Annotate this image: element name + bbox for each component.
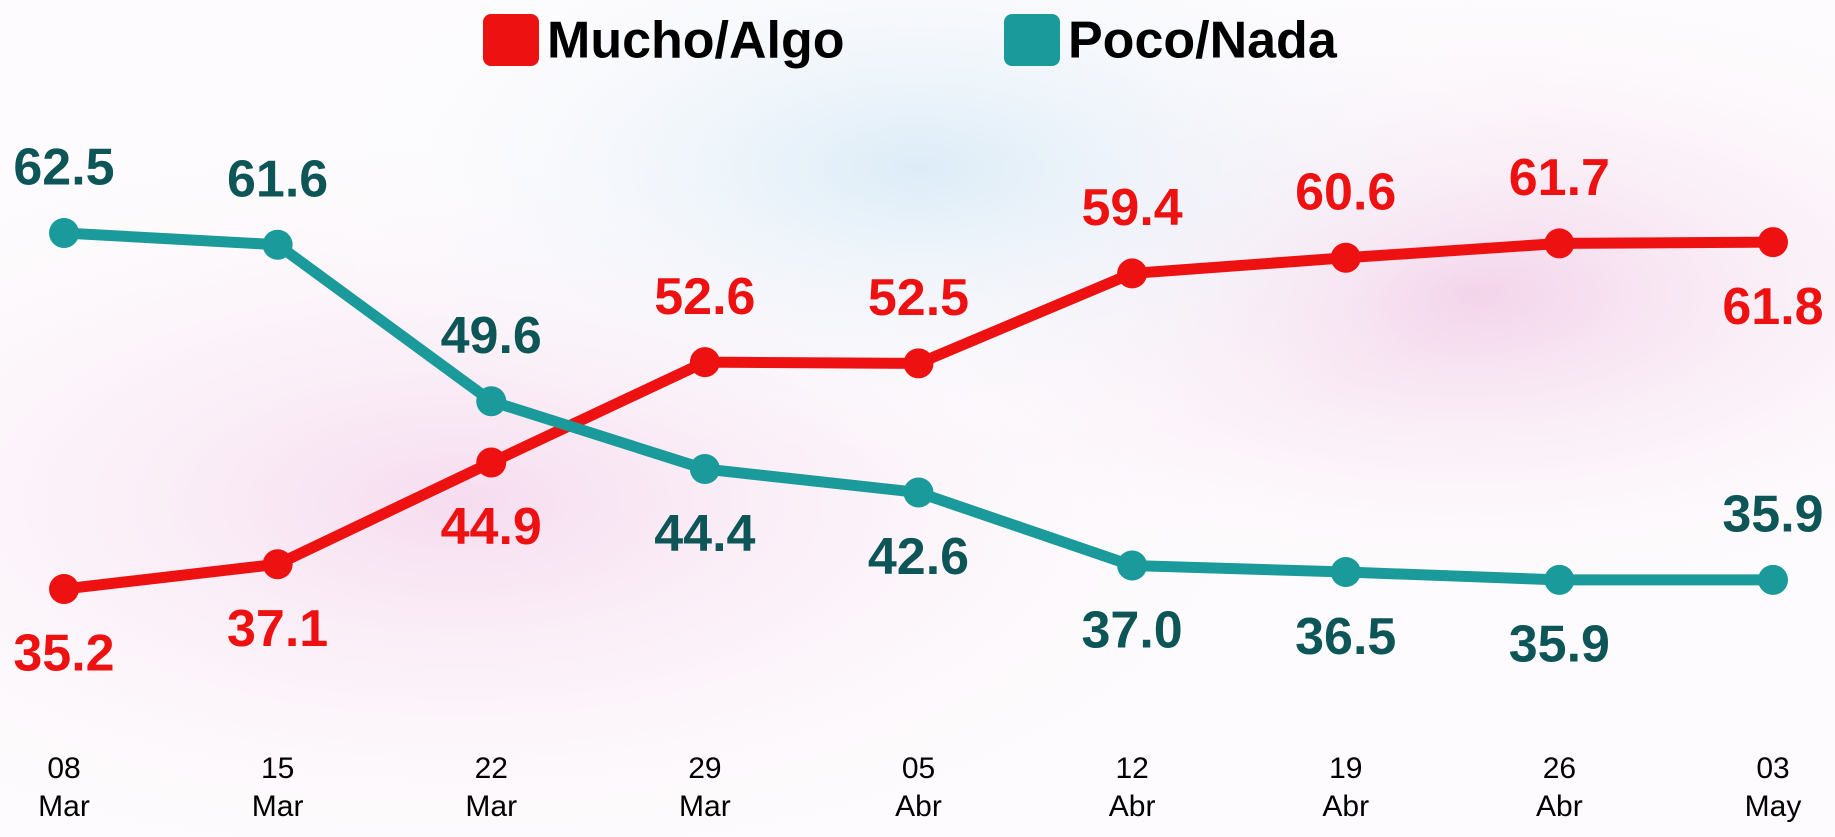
- data-point: [1330, 242, 1361, 273]
- data-label: 49.6: [441, 307, 542, 365]
- data-label: 37.0: [1082, 601, 1183, 659]
- x-tick-label: Abr: [1322, 790, 1369, 823]
- x-tick-label: 22: [475, 752, 508, 785]
- data-point: [1544, 564, 1575, 595]
- plot-area: 08 Mar 15 Mar 22 Mar 29 Mar 05 Abr 12 Abr 19 Abr 26 Abr…: [13, 139, 1823, 823]
- data-label: 35.2: [13, 625, 114, 683]
- data-point: [903, 477, 934, 508]
- data-label: 59.4: [1082, 179, 1183, 237]
- data-point: [1758, 564, 1788, 595]
- data-point: [476, 386, 507, 417]
- x-tick-label: 12: [1115, 752, 1148, 785]
- data-point: [262, 229, 293, 260]
- legend-swatch: [483, 14, 539, 66]
- data-label: 61.8: [1722, 278, 1823, 336]
- data-point: [1544, 228, 1575, 259]
- x-tick-label: 15: [261, 752, 294, 785]
- data-label: 44.4: [654, 505, 755, 563]
- x-tick-label: Mar: [38, 790, 90, 823]
- data-label: 52.6: [654, 268, 755, 326]
- data-point: [1758, 227, 1788, 258]
- legend-label: Mucho/Algo: [547, 12, 845, 70]
- x-tick-label: 03: [1756, 752, 1789, 785]
- x-tick-label: Abr: [1109, 790, 1156, 823]
- x-tick-label: 08: [47, 752, 80, 785]
- x-tick-label: Mar: [679, 790, 731, 823]
- data-label: 61.6: [227, 150, 328, 208]
- data-label: 35.9: [1509, 616, 1610, 674]
- data-point: [1117, 258, 1148, 289]
- x-tick-label: 26: [1543, 752, 1576, 785]
- x-tick-label: 19: [1329, 752, 1362, 785]
- data-label: 42.6: [868, 528, 969, 586]
- data-point: [49, 574, 79, 604]
- data-label: 52.5: [868, 269, 969, 327]
- data-label: 35.9: [1722, 486, 1823, 544]
- x-tick-label: Abr: [895, 790, 942, 823]
- x-tick-label: 05: [902, 752, 935, 785]
- data-label: 44.9: [441, 498, 542, 556]
- legend: Mucho/Algo Poco/Nada: [483, 12, 1338, 70]
- data-label: 60.6: [1295, 164, 1396, 222]
- data-label: 36.5: [1295, 608, 1396, 666]
- data-point: [49, 218, 79, 248]
- x-tick-label: Mar: [465, 790, 517, 823]
- data-point: [689, 347, 720, 378]
- data-point: [1117, 550, 1148, 581]
- legend-swatch: [1004, 14, 1060, 66]
- x-tick-label: Mar: [252, 790, 304, 823]
- data-point: [476, 447, 507, 478]
- data-point: [262, 549, 293, 580]
- data-point: [689, 454, 720, 485]
- legend-label: Poco/Nada: [1068, 12, 1338, 70]
- data-label: 37.1: [227, 600, 328, 658]
- x-tick-label: May: [1745, 790, 1802, 823]
- data-label: 62.5: [13, 139, 114, 197]
- x-tick-label: 29: [688, 752, 721, 785]
- data-point: [1330, 557, 1361, 588]
- data-point: [903, 348, 934, 379]
- x-tick-label: Abr: [1536, 790, 1583, 823]
- data-label: 61.7: [1509, 149, 1610, 207]
